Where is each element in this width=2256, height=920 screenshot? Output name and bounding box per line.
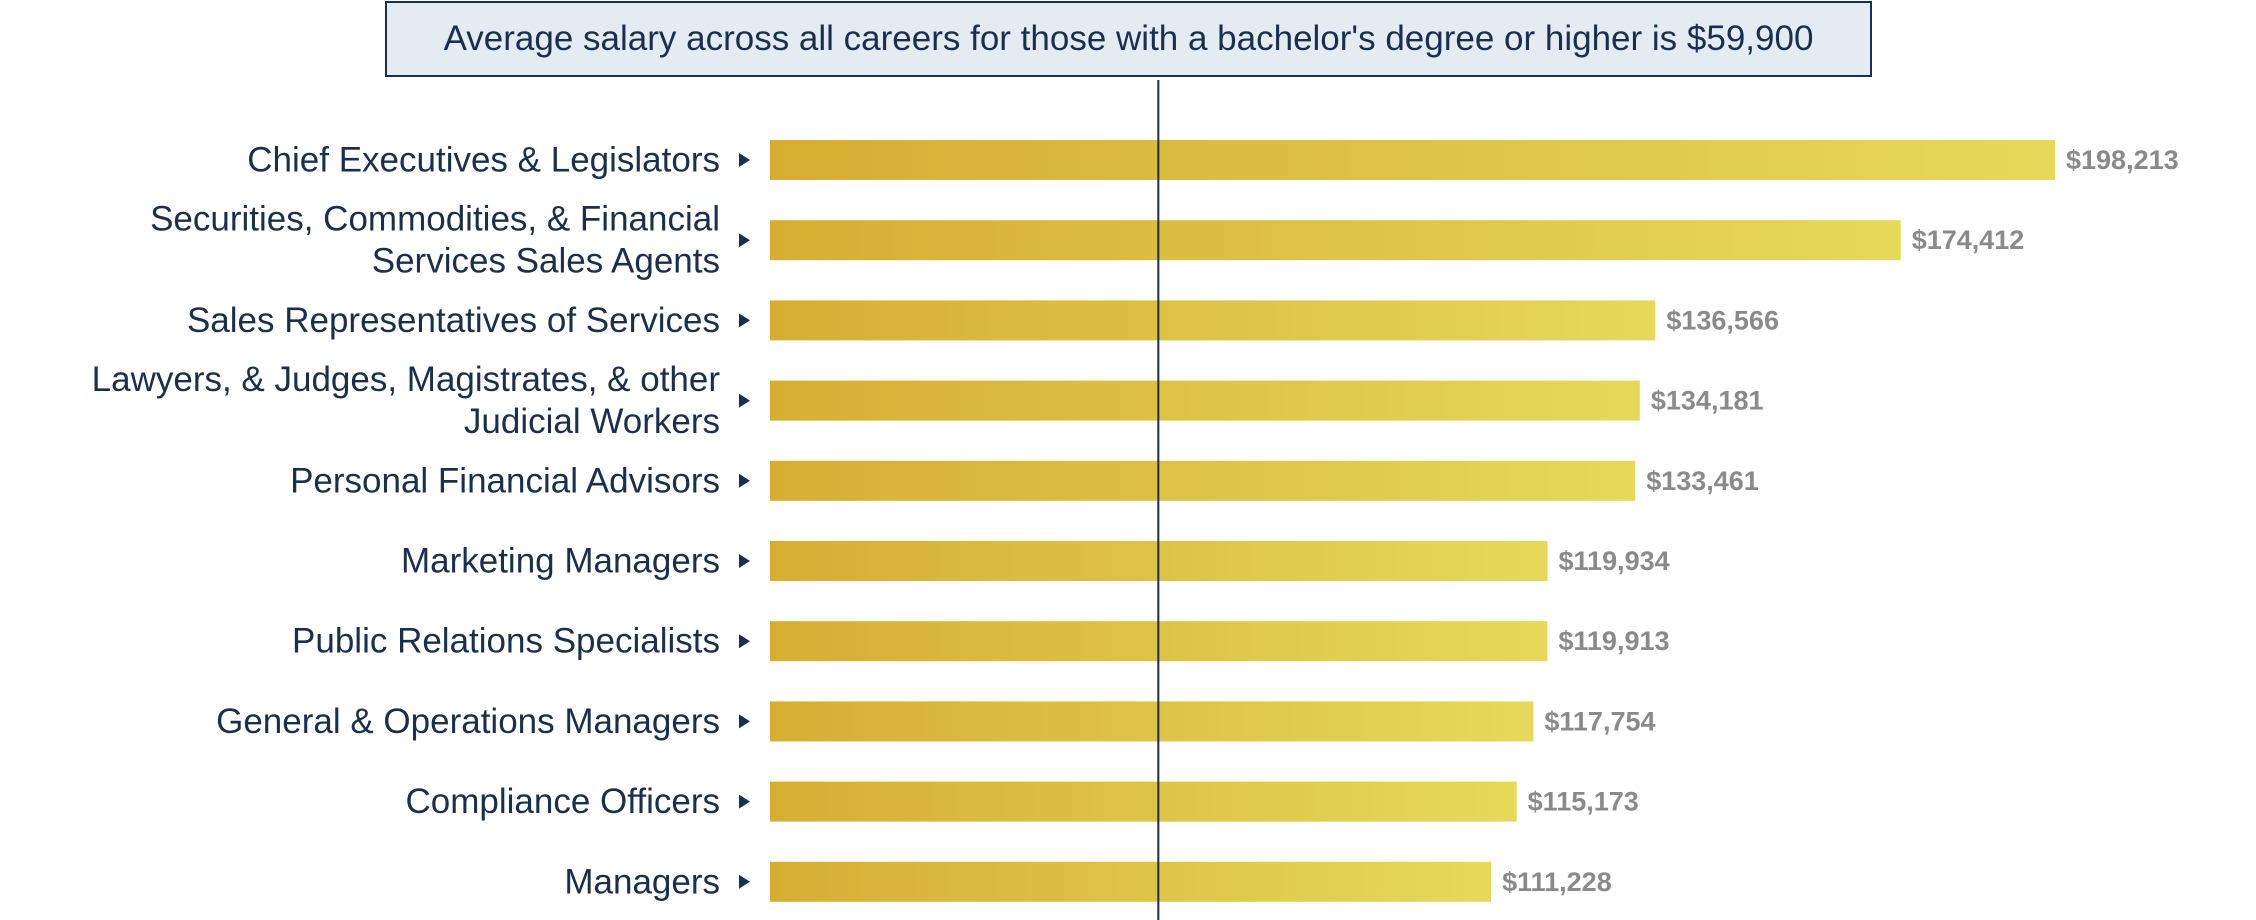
- category-label-line: Securities, Commodities, & Financial: [150, 200, 720, 239]
- play-triangle-icon: [739, 714, 750, 729]
- bar: [770, 701, 1534, 742]
- category-label-line: Public Relations Specialists: [292, 622, 720, 661]
- play-triangle-icon: [739, 634, 750, 649]
- play-triangle-icon: [739, 153, 750, 167]
- play-triangle-icon: [739, 794, 750, 809]
- category-labels-layer: Chief Executives & Legislators Securities…: [92, 141, 721, 902]
- bar: [770, 460, 1636, 501]
- value-label: $119,934: [1559, 546, 1670, 576]
- category-label-line: Compliance Officers: [406, 782, 720, 821]
- category-label: Sales Representatives of Services: [187, 301, 720, 340]
- average-salary-callout-text: Average salary across all careers for th…: [443, 19, 1814, 58]
- value-label: $174,412: [1912, 225, 2025, 255]
- category-label: Public Relations Specialists: [292, 622, 720, 661]
- value-label: $111,228: [1502, 867, 1612, 897]
- value-labels-layer: $198,213 $174,412 $136,566 $134,181 $133,461…: [1502, 145, 2179, 897]
- category-label: Marketing Managers: [401, 542, 720, 581]
- category-label: Lawyers, & Judges, Magistrates, & other J…: [92, 360, 721, 441]
- bar: [770, 220, 1901, 261]
- category-label-line: Services Sales Agents: [372, 242, 720, 281]
- bar: [770, 140, 2055, 180]
- category-label-line: Lawyers, & Judges, Magistrates, & other: [92, 360, 721, 399]
- play-triangle-icon: [739, 233, 750, 248]
- value-label: $198,213: [2066, 145, 2179, 175]
- value-label: $119,913: [1558, 626, 1669, 656]
- category-label: General & Operations Managers: [216, 702, 720, 741]
- category-label: Compliance Officers: [406, 782, 720, 821]
- value-label: $117,754: [1544, 706, 1655, 736]
- category-label-line: Marketing Managers: [401, 542, 720, 581]
- bar: [770, 300, 1656, 341]
- category-label: Chief Executives & Legislators: [247, 141, 720, 180]
- bar: [770, 380, 1640, 421]
- value-label: $133,461: [1646, 466, 1759, 496]
- category-label-line: Personal Financial Advisors: [290, 461, 720, 500]
- bars-layer: [770, 140, 2055, 902]
- average-salary-callout: Average salary across all careers for th…: [385, 1, 1872, 77]
- category-label-line: Sales Representatives of Services: [187, 301, 720, 340]
- play-triangle-icon: [739, 554, 750, 568]
- value-label: $136,566: [1666, 305, 1779, 335]
- category-label: Personal Financial Advisors: [290, 461, 720, 500]
- category-label-line: Judicial Workers: [464, 402, 720, 441]
- category-label-line: Chief Executives & Legislators: [247, 141, 720, 180]
- play-triangle-icon: [739, 874, 750, 889]
- category-label: Securities, Commodities, & Financial Serv…: [150, 200, 720, 281]
- value-label: $134,181: [1651, 386, 1764, 416]
- play-triangle-icon: [739, 393, 750, 408]
- markers-layer: [739, 153, 750, 889]
- bar: [770, 781, 1517, 822]
- category-label-line: General & Operations Managers: [216, 702, 720, 741]
- play-triangle-icon: [739, 473, 750, 488]
- category-label: Managers: [564, 862, 720, 901]
- category-label-line: Managers: [564, 862, 720, 901]
- bar: [770, 861, 1492, 902]
- value-label: $115,173: [1528, 787, 1639, 817]
- play-triangle-icon: [739, 313, 750, 328]
